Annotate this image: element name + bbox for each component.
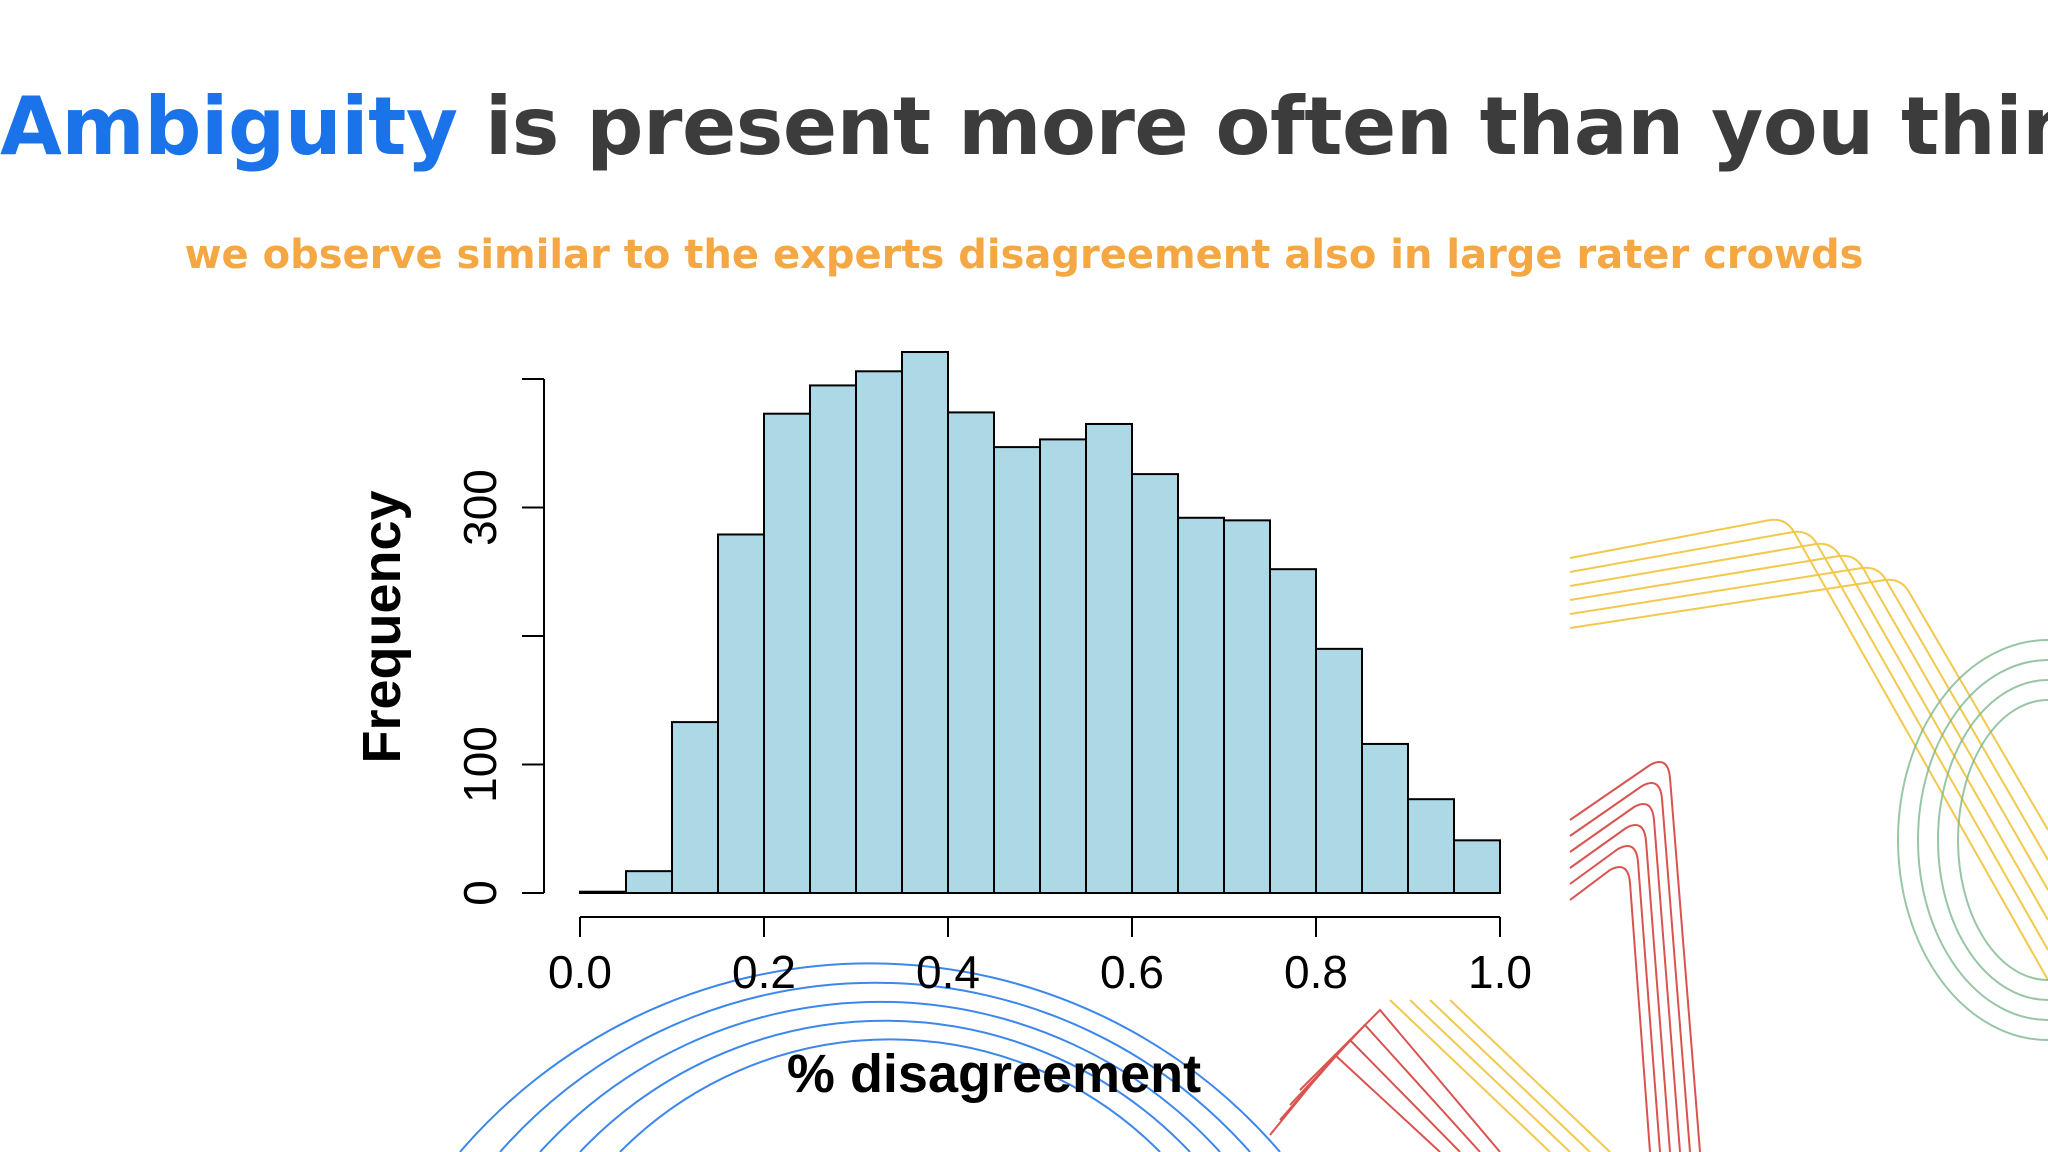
- histogram-bar: [1269, 568, 1317, 894]
- histogram-bar: [1085, 422, 1133, 894]
- histogram-bar: [1361, 742, 1409, 894]
- y-axis-label: Frequency: [352, 490, 412, 763]
- red-zigzag-lines: [1269, 761, 1701, 1152]
- histogram-bar: [1315, 647, 1363, 894]
- histogram-bar: [1177, 516, 1225, 895]
- x-tick-label: 0.2: [732, 946, 796, 998]
- yellow-zigzag-lines: [1389, 518, 2048, 1152]
- x-tick-label: 0.4: [916, 946, 980, 998]
- x-tick-label: 1.0: [1468, 946, 1532, 998]
- histogram-bar: [1407, 798, 1455, 895]
- y-tick-label: 0: [454, 880, 506, 906]
- blue-arc-lines: [459, 962, 1281, 1152]
- title-rest: is present more often than you think: [457, 80, 2048, 173]
- histogram-bar: [947, 411, 995, 894]
- slide-title: Ambiguity is present more often than you…: [0, 80, 2048, 173]
- histogram-bar: [671, 721, 719, 894]
- x-tick-label: 0.6: [1100, 946, 1164, 998]
- x-tick-label: 0.8: [1284, 946, 1348, 998]
- histogram-bar: [901, 351, 949, 894]
- histogram-bar: [993, 446, 1041, 894]
- histogram-bars: [579, 351, 1501, 895]
- slide-subtitle: we observe similar to the experts disagr…: [184, 232, 1864, 278]
- y-tick-label: 300: [454, 469, 506, 546]
- histogram-bar: [1223, 519, 1271, 894]
- histogram-bar: [763, 412, 811, 894]
- histogram-bar: [809, 384, 857, 894]
- histogram-bar: [1453, 839, 1501, 895]
- histogram-bar: [717, 533, 765, 894]
- histogram-bar: [1039, 438, 1087, 894]
- histogram-bar: [579, 890, 627, 895]
- title-accent-word: Ambiguity: [0, 80, 458, 173]
- green-arc-lines: [1897, 639, 2048, 1041]
- y-axis: 0 100 300: [454, 378, 545, 906]
- histogram-bar: [1131, 473, 1179, 894]
- histogram-bar: [625, 870, 673, 895]
- x-axis-label: % disagreement: [787, 1044, 1201, 1104]
- x-tick-label: 0.0: [548, 946, 612, 998]
- x-axis: 0.0 0.2 0.4 0.6 0.8 1.0: [548, 916, 1532, 998]
- histogram-bar: [855, 370, 903, 895]
- y-tick-label: 100: [454, 726, 506, 803]
